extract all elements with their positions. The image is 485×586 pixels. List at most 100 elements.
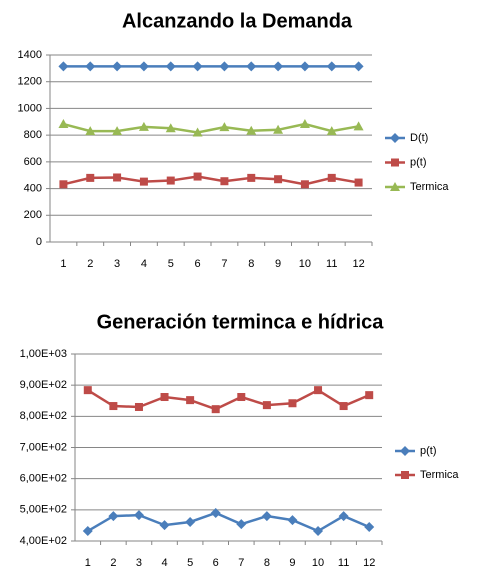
marker	[273, 61, 284, 72]
marker	[138, 61, 149, 72]
y-tick-label: 8,00E+02	[20, 410, 67, 422]
x-tick-label: 2	[87, 258, 93, 270]
marker	[59, 180, 68, 189]
chart-title: Alcanzando la Demanda	[122, 10, 353, 32]
y-tick-label: 9,00E+02	[20, 379, 67, 391]
marker	[192, 127, 203, 137]
marker	[159, 520, 170, 531]
legend-marker	[390, 182, 400, 191]
marker	[246, 125, 257, 135]
y-tick-label: 800	[24, 129, 42, 141]
y-tick-label: 6,00E+02	[20, 473, 67, 485]
marker	[365, 391, 374, 400]
marker	[165, 123, 176, 133]
x-tick-label: 8	[248, 258, 254, 270]
x-tick-label: 4	[141, 258, 147, 270]
legend-marker	[390, 133, 400, 143]
marker	[246, 61, 257, 72]
x-tick-label: 3	[136, 557, 142, 569]
y-tick-label: 5,00E+02	[20, 504, 67, 516]
marker	[138, 121, 149, 131]
x-tick-label: 10	[299, 258, 311, 270]
y-tick-label: 7,00E+02	[20, 441, 67, 453]
x-tick-label: 12	[363, 557, 375, 569]
y-tick-label: 4,00E+02	[20, 535, 67, 547]
x-tick-label: 3	[114, 258, 120, 270]
legend-label: p(t)	[410, 156, 427, 168]
x-tick-label: 10	[312, 557, 324, 569]
x-tick-label: 2	[110, 557, 116, 569]
chart-title: Generación terminca e hídrica	[97, 311, 385, 333]
marker	[219, 61, 230, 72]
marker	[109, 402, 118, 411]
marker	[165, 61, 176, 72]
series-line	[63, 175, 359, 186]
legend-label: Termica	[410, 181, 449, 193]
legend-marker	[391, 158, 399, 167]
marker	[314, 386, 323, 395]
x-tick-label: 1	[60, 258, 66, 270]
legend-label: p(t)	[420, 445, 437, 457]
x-tick-label: 7	[221, 258, 227, 270]
marker	[113, 173, 122, 182]
marker	[211, 405, 220, 414]
marker	[112, 61, 123, 72]
marker	[274, 175, 283, 184]
x-tick-label: 8	[264, 557, 270, 569]
marker	[247, 173, 256, 182]
marker	[338, 511, 349, 522]
marker	[262, 401, 271, 410]
x-tick-label: 1	[85, 557, 91, 569]
legend-label: Termica	[420, 469, 459, 481]
x-tick-label: 12	[352, 258, 364, 270]
marker	[299, 61, 310, 72]
marker	[299, 119, 310, 129]
marker	[273, 124, 284, 134]
x-tick-label: 5	[168, 258, 174, 270]
marker	[139, 177, 148, 186]
marker	[353, 121, 364, 131]
y-tick-label: 1000	[18, 102, 42, 114]
marker	[326, 126, 337, 136]
y-tick-label: 1,00E+03	[20, 348, 67, 360]
marker	[300, 180, 309, 189]
x-tick-label: 6	[213, 557, 219, 569]
marker	[287, 515, 298, 526]
series-line	[87, 388, 370, 411]
marker	[210, 507, 221, 518]
legend-marker	[401, 471, 409, 479]
marker	[313, 526, 324, 537]
marker	[220, 177, 229, 186]
marker	[166, 176, 175, 185]
marker	[58, 61, 69, 72]
marker	[219, 122, 230, 132]
x-tick-label: 9	[289, 557, 295, 569]
marker	[364, 521, 375, 532]
series-line	[63, 122, 359, 134]
marker	[186, 396, 195, 405]
marker	[85, 126, 96, 136]
marker	[112, 126, 123, 136]
marker	[108, 511, 119, 522]
legend-marker	[400, 446, 410, 456]
marker	[193, 172, 202, 181]
marker	[353, 61, 364, 72]
marker	[339, 402, 348, 411]
marker	[354, 178, 363, 187]
marker	[288, 399, 297, 408]
marker	[261, 511, 272, 522]
y-tick-label: 400	[24, 182, 42, 194]
y-tick-label: 0	[36, 236, 42, 248]
series-line	[87, 511, 370, 533]
marker	[236, 519, 247, 530]
y-tick-label: 1200	[18, 76, 42, 88]
marker	[160, 393, 169, 402]
marker	[192, 61, 203, 72]
y-tick-label: 200	[24, 209, 42, 221]
marker	[82, 526, 93, 537]
y-tick-label: 600	[24, 156, 42, 168]
x-tick-label: 7	[238, 557, 244, 569]
marker	[133, 510, 144, 521]
marker	[237, 393, 246, 402]
marker	[185, 516, 196, 527]
